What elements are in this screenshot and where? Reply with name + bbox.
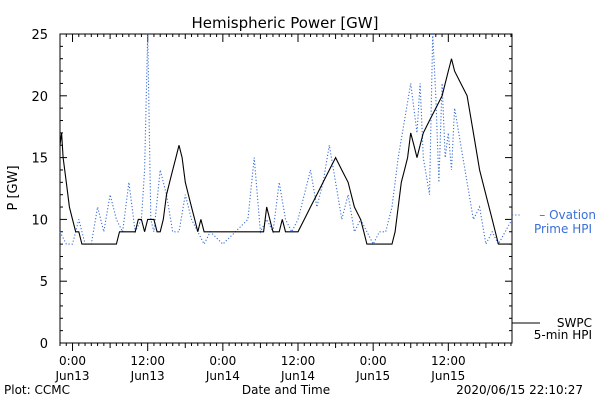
y-tick-label: 5 — [40, 275, 48, 290]
x-tick-label-time: 12:00 — [281, 354, 316, 368]
x-tick-label-date: Jun14 — [205, 369, 240, 383]
y-axis-label: P [GW] — [6, 165, 21, 210]
y-tick-label: 15 — [31, 152, 48, 167]
chart-title: Hemispheric Power [GW] — [192, 14, 379, 32]
x-axis-ticks: 0:00Jun1312:00Jun130:00Jun1412:00Jun140:… — [55, 34, 512, 383]
x-tick-label-date: Jun13 — [55, 369, 90, 383]
x-tick-label-date: Jun13 — [130, 369, 165, 383]
x-tick-label-time: 0:00 — [59, 354, 86, 368]
legend-ovation-label-1: – Ovation — [539, 208, 596, 222]
swpc-series-line — [59, 58, 512, 245]
x-tick-label-date: Jun15 — [430, 369, 465, 383]
plot-frame — [59, 33, 513, 344]
ovation-series-line — [59, 33, 513, 246]
x-tick-label-date: Jun15 — [355, 369, 390, 383]
footer-plot-credit: Plot: CCMC — [4, 383, 70, 397]
x-axis-label: Date and Time — [242, 383, 330, 397]
y-tick-label: 0 — [40, 337, 48, 352]
y-tick-label: 25 — [31, 28, 48, 43]
x-tick-label-time: 12:00 — [431, 354, 466, 368]
y-tick-label: 20 — [31, 90, 48, 105]
legend-swpc-label-1: SWPC — [557, 316, 592, 330]
footer-timestamp: 2020/06/15 22:10:27 — [456, 383, 583, 397]
x-tick-label-time: 0:00 — [209, 354, 236, 368]
x-tick-label-date: Jun14 — [280, 369, 315, 383]
x-tick-label-time: 12:00 — [130, 354, 165, 368]
legend-ovation-label-2: Prime HPI — [534, 222, 592, 236]
x-tick-label-time: 0:00 — [360, 354, 387, 368]
legend-swpc-label-2: 5-min HPI — [534, 328, 592, 342]
series-layer — [59, 33, 513, 246]
y-tick-label: 10 — [31, 213, 48, 228]
y-axis-ticks: 0 5 10 15 20 25 — [31, 28, 512, 352]
